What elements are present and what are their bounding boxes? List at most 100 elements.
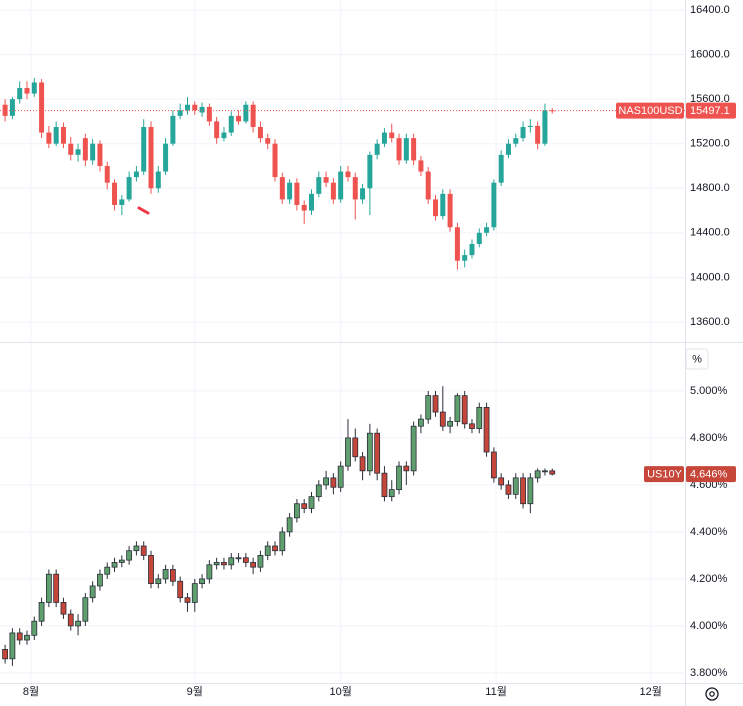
candle-body: [112, 182, 118, 205]
candle-body: [68, 143, 74, 155]
candle-body: [140, 545, 147, 556]
symbol-badge: [644, 466, 684, 483]
candle-body: [53, 126, 59, 144]
candle-body: [294, 503, 300, 519]
candle-body: [381, 472, 388, 498]
y-tick-label: 14400.0: [690, 227, 730, 239]
candle-body: [287, 182, 293, 200]
y-tick-label: 16400.0: [690, 4, 730, 16]
candle-body: [374, 432, 381, 474]
candle-body: [126, 177, 132, 200]
last-price-badge: [686, 466, 736, 483]
candle-body: [82, 138, 88, 161]
settings-gear[interactable]: [705, 687, 719, 701]
candle-body: [2, 104, 8, 116]
candle-body: [469, 243, 475, 256]
candle-body: [133, 171, 139, 178]
candle-body: [454, 227, 460, 261]
candle-body: [228, 557, 235, 566]
candle-body: [498, 477, 505, 486]
candle-body: [469, 423, 475, 429]
candle-body: [141, 126, 147, 172]
y-tick-label: 4.400%: [690, 526, 728, 538]
candle-body: [323, 177, 329, 183]
candle-body: [432, 395, 439, 413]
y-tick-label: 15200.0: [690, 138, 730, 150]
candle-body: [454, 395, 461, 422]
candle-body: [17, 88, 23, 100]
candle-body: [184, 597, 191, 603]
candle-body: [163, 143, 169, 172]
candle-body: [294, 182, 300, 205]
axes: 8월 9월 10월 11월 12월 13600.0 14000.0 14400.0 14800.…: [23, 4, 736, 698]
candle-body: [527, 477, 534, 505]
candle-body: [213, 562, 220, 566]
x-tick-label: 10월: [329, 685, 351, 698]
candle-body: [75, 620, 81, 627]
candle-body: [75, 149, 81, 155]
candle-body: [308, 193, 314, 211]
candle-body: [308, 496, 315, 509]
settings-gear-center[interactable]: [709, 691, 715, 697]
y-tick-label: 4.000%: [690, 620, 728, 632]
percent-button[interactable]: [685, 348, 709, 370]
candle-body: [31, 620, 38, 636]
candle-body: [148, 555, 154, 585]
candle-body: [366, 432, 373, 472]
y-tick-label: 5.000%: [690, 385, 728, 397]
candle-body: [535, 125, 541, 144]
candle-body: [264, 545, 271, 556]
candle-body: [235, 557, 242, 560]
y-tick-label: 4.200%: [690, 573, 728, 585]
candle-body: [484, 227, 490, 233]
candle-body: [352, 177, 358, 200]
candle-body: [490, 451, 497, 479]
candle-body: [418, 418, 424, 427]
settings-icon[interactable]: [705, 687, 719, 701]
candle-body: [542, 470, 548, 473]
candle-body: [257, 126, 263, 139]
candle-body: [228, 115, 234, 133]
candle-body: [315, 484, 322, 498]
candle-body: [338, 171, 344, 200]
candle-body: [119, 199, 125, 205]
last-price-badge: [686, 102, 736, 119]
grid: [0, 0, 685, 683]
y-tick-label: 14000.0: [690, 271, 730, 283]
candle-body: [90, 143, 96, 161]
x-tick-label: 11월: [485, 685, 507, 698]
candle-body: [476, 406, 483, 429]
candle-body: [9, 632, 16, 660]
candle-body: [2, 648, 9, 660]
candle-body: [505, 143, 511, 155]
candle-body: [191, 583, 198, 603]
candle-body: [520, 477, 526, 505]
candle-body: [374, 143, 380, 155]
x-tick-label: 12월: [640, 685, 662, 698]
candle-body: [433, 199, 439, 217]
y-tick-label: 15600.0: [690, 93, 730, 105]
candle-body: [483, 406, 490, 453]
candle-body: [316, 177, 322, 194]
candle-body: [38, 602, 45, 622]
candle-body: [133, 545, 140, 552]
symbol-badge: [616, 102, 684, 119]
candle-body: [272, 143, 278, 178]
candle-body: [24, 634, 30, 641]
candle-body: [60, 126, 66, 144]
candle-body: [155, 578, 162, 585]
candle-body: [381, 132, 387, 144]
candle-body: [242, 557, 249, 563]
candle-body: [359, 456, 366, 472]
candle-body: [155, 171, 161, 189]
candle-body: [31, 82, 37, 94]
candle-body: [279, 531, 286, 552]
percent-button-label[interactable]: %: [692, 353, 702, 365]
candle-body: [24, 88, 30, 94]
candle-body: [462, 255, 468, 261]
candle-body: [46, 132, 52, 144]
candle-body: [111, 562, 118, 568]
candle-body: [272, 545, 278, 552]
symbol-badge-label: NAS100USD: [618, 105, 682, 117]
